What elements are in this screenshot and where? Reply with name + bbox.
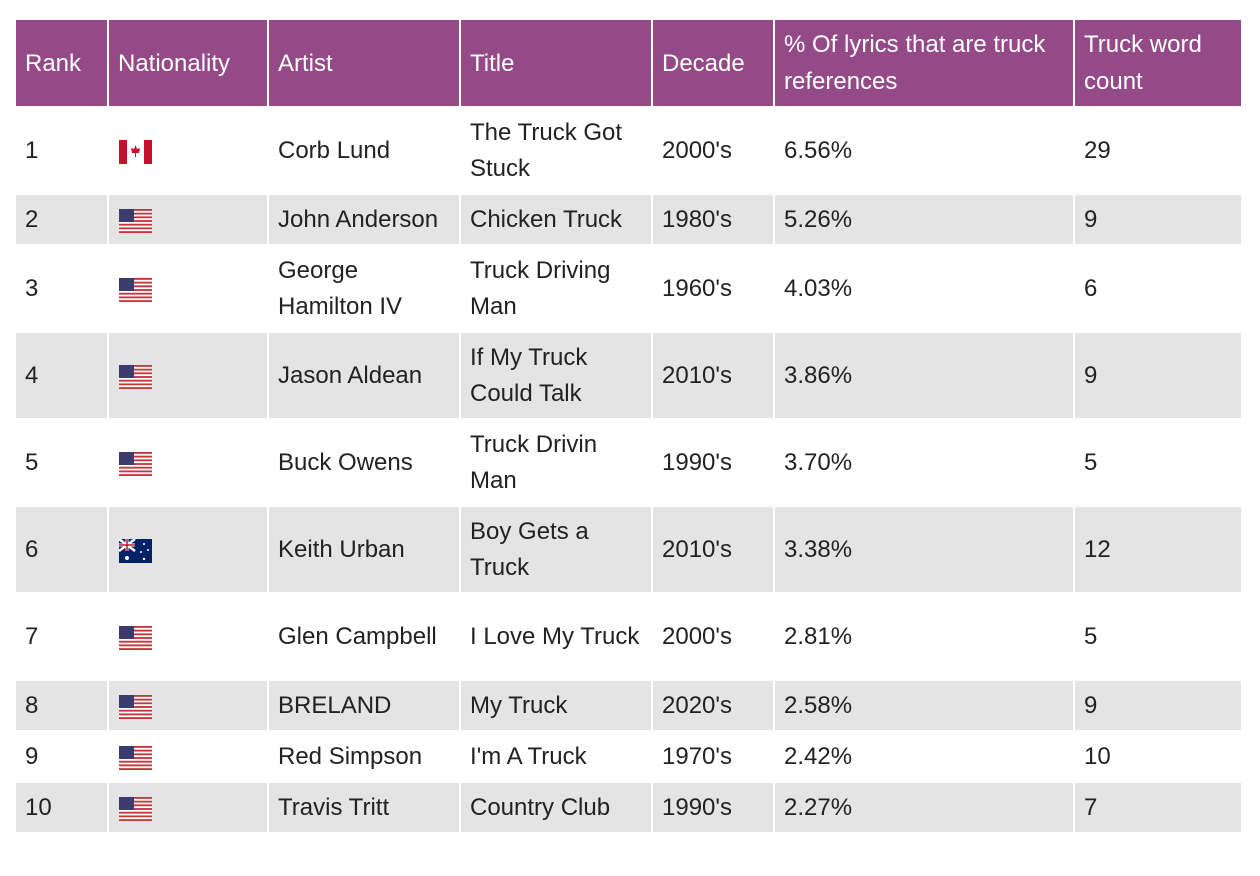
header-nationality[interactable]: Nationality (107, 18, 269, 108)
rank-cell: 7 (14, 592, 109, 681)
australia-flag-icon (118, 538, 152, 564)
rank-cell: 5 (14, 418, 109, 507)
table-row: 4 Jason Aldean If My Truck Could Talk 2010'… (14, 331, 1243, 420)
artist-cell: Corb Lund (267, 106, 461, 195)
header-row: Rank Nationality Artist Title Decade% Of lyr… (14, 18, 1243, 108)
artist-cell: Glen Campbell (267, 592, 461, 681)
rank-cell: 6 (14, 505, 109, 594)
title-cell: I'm A Truck (459, 730, 653, 783)
percent-cell: 5.26% (773, 193, 1075, 246)
decade-cell: 1990's (651, 781, 775, 834)
rank-cell: 8 (14, 679, 109, 732)
usa-flag-icon (119, 364, 152, 390)
decade-cell: 2020's (651, 679, 775, 732)
count-cell: 6 (1073, 244, 1243, 333)
percent-cell: 2.81% (773, 592, 1075, 681)
artist-cell: Buck Owens (267, 418, 461, 507)
artist-cell: Red Simpson (267, 730, 461, 783)
canada-flag-icon (119, 139, 152, 165)
nationality-cell (107, 331, 269, 420)
table-row: 5 Buck Owens Truck Drivin Man 1990's 3.70% 5 (14, 418, 1243, 507)
percent-cell: 2.27% (773, 781, 1075, 834)
title-cell: If My Truck Could Talk (459, 331, 653, 420)
artist-cell: Travis Tritt (267, 781, 461, 834)
table-row: 9 Red Simpson I'm A Truck 1970's 2.42% 10 (14, 730, 1243, 783)
title-cell: Boy Gets a Truck (459, 505, 653, 594)
rank-cell: 2 (14, 193, 109, 246)
table-row: 3 George Hamilton IV Truck Driving Man 1960… (14, 244, 1243, 333)
table-row: 1 Corb Lund The Truck Got Stuck 2000's 6.56%… (14, 106, 1243, 195)
usa-flag-icon (119, 451, 152, 477)
title-cell: Chicken Truck (459, 193, 653, 246)
percent-cell: 3.86% (773, 331, 1075, 420)
table-row: 2 John Anderson Chicken Truck 1980's 5.26% 9 (14, 193, 1243, 246)
title-cell: Truck Drivin Man (459, 418, 653, 507)
count-cell: 29 (1073, 106, 1243, 195)
decade-cell: 1960's (651, 244, 775, 333)
title-cell: The Truck Got Stuck (459, 106, 653, 195)
nationality-cell (107, 244, 269, 333)
count-cell: 5 (1073, 592, 1243, 681)
artist-cell: John Anderson (267, 193, 461, 246)
usa-flag-icon (119, 796, 152, 822)
percent-cell: 6.56% (773, 106, 1075, 195)
table-row: 7 Glen Campbell I Love My Truck 2000's 2.81%… (14, 592, 1243, 681)
truck-songs-table: Rank Nationality Artist Title Decade% Of lyr… (14, 18, 1243, 834)
header-title[interactable]: Title (459, 18, 653, 108)
usa-flag-icon (119, 625, 152, 651)
table-row: 6 Keith Urban Boy Gets a Truck 2010's 3.38% 1… (14, 505, 1243, 594)
decade-cell: 2000's (651, 106, 775, 195)
nationality-cell (107, 730, 269, 783)
header-rank[interactable]: Rank (14, 18, 109, 108)
percent-cell: 4.03% (773, 244, 1075, 333)
header-percent-lyrics[interactable]: % Of lyrics that are truck references (773, 18, 1075, 108)
header-truck-word-count[interactable]: Truck word count (1073, 18, 1243, 108)
percent-cell: 2.42% (773, 730, 1075, 783)
percent-cell: 3.38% (773, 505, 1075, 594)
title-cell: Truck Driving Man (459, 244, 653, 333)
header-decade[interactable]: Decade (651, 18, 775, 108)
count-cell: 7 (1073, 781, 1243, 834)
count-cell: 5 (1073, 418, 1243, 507)
decade-cell: 2000's (651, 592, 775, 681)
title-cell: I Love My Truck (459, 592, 653, 681)
decade-cell: 2010's (651, 331, 775, 420)
nationality-cell (107, 679, 269, 732)
usa-flag-icon (119, 694, 152, 720)
rank-cell: 4 (14, 331, 109, 420)
decade-cell: 1990's (651, 418, 775, 507)
table-row: 8 BRELAND My Truck 2020's 2.58% 9 (14, 679, 1243, 732)
artist-cell: BRELAND (267, 679, 461, 732)
rank-cell: 3 (14, 244, 109, 333)
decade-cell: 1980's (651, 193, 775, 246)
count-cell: 10 (1073, 730, 1243, 783)
percent-cell: 3.70% (773, 418, 1075, 507)
count-cell: 9 (1073, 331, 1243, 420)
title-cell: My Truck (459, 679, 653, 732)
usa-flag-icon (119, 208, 152, 234)
title-cell: Country Club (459, 781, 653, 834)
nationality-cell (107, 418, 269, 507)
decade-cell: 2010's (651, 505, 775, 594)
count-cell: 9 (1073, 679, 1243, 732)
rank-cell: 9 (14, 730, 109, 783)
nationality-cell (107, 781, 269, 834)
nationality-cell (107, 193, 269, 246)
artist-cell: Keith Urban (267, 505, 461, 594)
rank-cell: 10 (14, 781, 109, 834)
usa-flag-icon (119, 745, 152, 771)
count-cell: 9 (1073, 193, 1243, 246)
artist-cell: George Hamilton IV (267, 244, 461, 333)
count-cell: 12 (1073, 505, 1243, 594)
header-artist[interactable]: Artist (267, 18, 461, 108)
artist-cell: Jason Aldean (267, 331, 461, 420)
table-row: 10 Travis Tritt Country Club 1990's 2.27% 7 (14, 781, 1243, 834)
nationality-cell (107, 505, 269, 594)
rank-cell: 1 (14, 106, 109, 195)
percent-cell: 2.58% (773, 679, 1075, 732)
decade-cell: 1970's (651, 730, 775, 783)
usa-flag-icon (119, 277, 152, 303)
nationality-cell (107, 106, 269, 195)
nationality-cell (107, 592, 269, 681)
